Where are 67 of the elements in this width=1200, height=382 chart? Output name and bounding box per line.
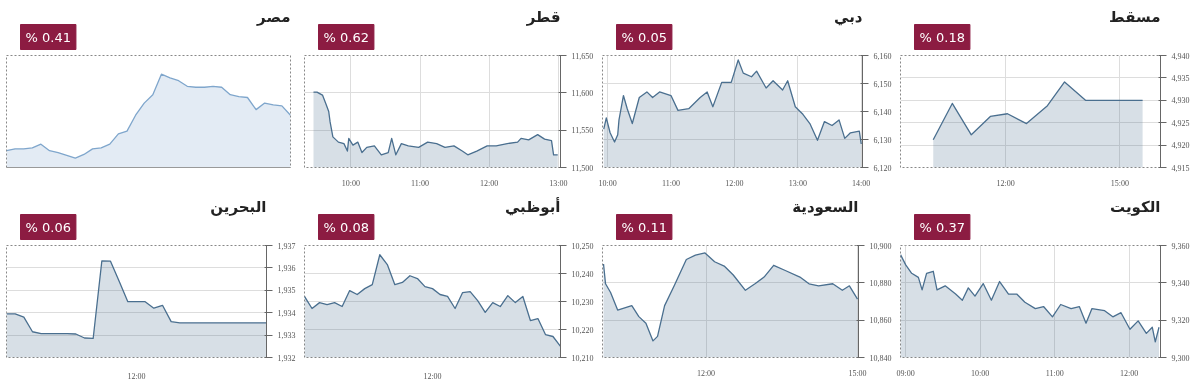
y-tick-label: 1,934: [277, 308, 296, 318]
chart-title: قطر: [525, 7, 561, 26]
chart-title: السعودية: [792, 197, 859, 216]
text: % 0.08: [323, 219, 369, 235]
x-tick-label: 11:00: [1045, 368, 1064, 378]
y-tick-label: 1,932: [277, 353, 296, 363]
y-tick-label: 11,650: [571, 51, 594, 61]
y-tick-label: 10,210: [571, 353, 594, 363]
y-tick-label: 9,300: [1171, 353, 1190, 363]
x-tick-label: 12:00: [1120, 368, 1139, 378]
y-tick-label: 11,550: [571, 126, 594, 136]
chart-title: مصر: [256, 7, 291, 26]
y-tick-label: 10,840: [869, 353, 892, 363]
y-tick-label: 10,880: [869, 278, 892, 288]
text: % 0.05: [621, 29, 667, 45]
y-tick-label: 10,240: [571, 269, 594, 279]
x-tick-label: 12:00: [996, 178, 1015, 188]
text: % 0.41: [25, 29, 71, 45]
y-tick-label: 4,920: [1171, 141, 1190, 151]
x-tick-label: 13:00: [788, 178, 807, 188]
x-tick-label: 12:00: [480, 178, 499, 188]
text: % 0.62: [323, 29, 369, 45]
chart-title: البحرين: [210, 197, 267, 216]
x-tick-label: 15:00: [848, 368, 867, 378]
x-tick-label: 10:00: [341, 178, 360, 188]
x-tick-label: 11:00: [411, 178, 430, 188]
x-tick-label: 15:00: [1110, 178, 1129, 188]
y-tick-label: 6,160: [873, 51, 892, 61]
y-tick-label: 9,360: [1171, 241, 1190, 251]
y-tick-label: 1,935: [277, 286, 296, 296]
y-tick-label: 1,933: [277, 331, 296, 341]
chart-title: مسقط: [1109, 7, 1161, 26]
text: % 0.06: [25, 219, 71, 235]
x-tick-label: 09:00: [896, 368, 915, 378]
y-tick-label: 9,340: [1171, 278, 1190, 288]
y-tick-label: 10,250: [571, 241, 594, 251]
y-tick-label: 10,860: [869, 316, 892, 326]
chart-title: أبوظبي: [504, 196, 561, 216]
x-tick-label: 11:00: [662, 178, 680, 188]
y-tick-label: 6,140: [873, 107, 892, 117]
text: % 0.18: [919, 29, 965, 45]
chart-title: الكويت: [1110, 197, 1161, 216]
text: % 0.11: [621, 219, 667, 235]
y-tick-label: 10,230: [571, 297, 594, 307]
x-tick-label: 12:00: [725, 178, 744, 188]
y-tick-label: 4,915: [1171, 163, 1190, 173]
y-tick-label: 11,600: [571, 88, 594, 98]
y-tick-label: 9,320: [1171, 316, 1190, 326]
x-tick-label: 14:00: [852, 178, 871, 188]
y-tick-label: 6,120: [873, 163, 892, 173]
chart-title: دبي: [833, 7, 863, 26]
y-tick-label: 10,900: [869, 241, 892, 251]
text: % 0.37: [919, 219, 965, 235]
y-tick-label: 1,936: [277, 263, 296, 273]
y-tick-label: 10,220: [571, 325, 594, 335]
y-tick-label: 11,500: [571, 163, 594, 173]
x-tick-label: 10:00: [598, 178, 617, 188]
y-tick-label: 6,130: [873, 135, 892, 145]
y-tick-label: 4,935: [1171, 73, 1190, 83]
y-tick-label: 1,937: [277, 241, 296, 251]
y-tick-label: 4,925: [1171, 118, 1190, 128]
x-tick-label: 12:00: [696, 368, 716, 378]
x-tick-label: 10:00: [971, 368, 990, 378]
y-tick-label: 4,930: [1171, 96, 1190, 106]
x-tick-label: 13:00: [549, 178, 568, 188]
y-tick-label: 4,940: [1171, 51, 1190, 61]
y-tick-label: 6,150: [873, 79, 892, 89]
